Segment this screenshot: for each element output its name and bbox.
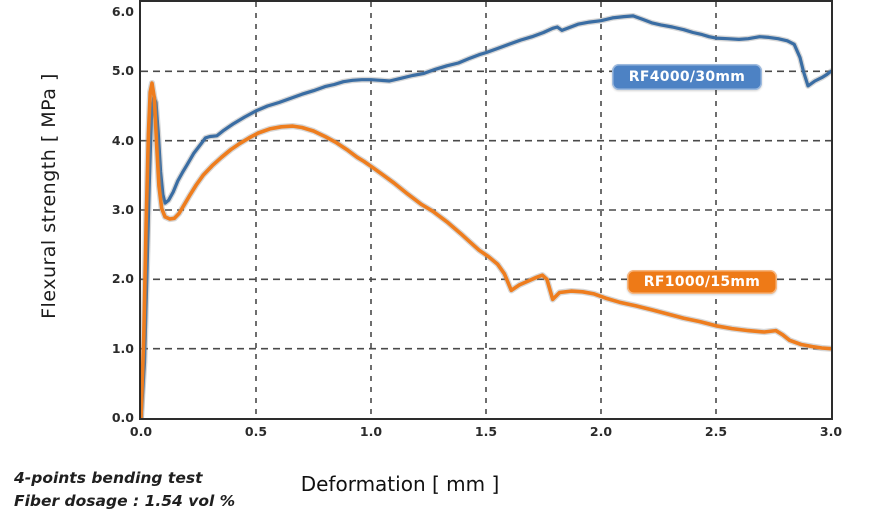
x-tick-label: 3.0 — [819, 424, 843, 439]
plot-area — [139, 0, 833, 420]
y-tick-label: 1.0 — [111, 340, 134, 356]
series-label-rf4000-30mm: RF4000/30mm — [612, 64, 762, 90]
y-tick-label: 3.0 — [111, 202, 134, 217]
x-axis-title: Deformation [ mm ] — [300, 472, 500, 496]
x-tick-label: 0.0 — [129, 424, 153, 439]
y-tick-label: 0.0 — [111, 410, 134, 425]
x-tick-label: 1.0 — [359, 424, 383, 439]
y-tick-label: 5.0 — [111, 63, 134, 79]
footnote-fiber-dosage: Fiber dosage : 1.54 vol % — [14, 492, 236, 510]
x-tick-label: 2.0 — [589, 424, 613, 439]
y-axis-title: Flexural strength [ MPa ] — [38, 73, 60, 319]
x-tick-label: 2.5 — [704, 424, 728, 439]
series-line-rf1000-15mm — [141, 81, 831, 418]
series-line-rf4000-30mm — [141, 14, 831, 418]
y-tick-label: 2.0 — [111, 271, 134, 287]
y-tick-label: 4.0 — [111, 132, 134, 148]
y-tick-label: 6.0 — [111, 4, 134, 19]
footnote-test-method: 4-points bending test — [14, 469, 203, 487]
series-label-rf1000-15mm: RF1000/15mm — [627, 270, 777, 294]
x-tick-label: 0.5 — [244, 424, 268, 439]
chart-canvas — [141, 2, 831, 418]
x-tick-label: 1.5 — [474, 424, 498, 439]
